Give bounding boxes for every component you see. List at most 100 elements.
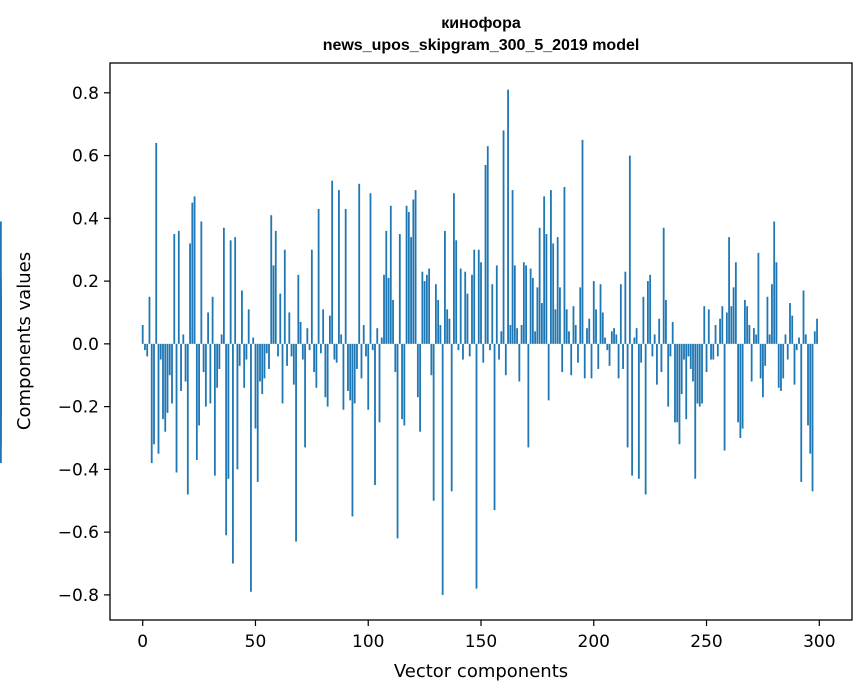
bar-294 — [804, 334, 807, 344]
bar-36 — [222, 227, 225, 344]
bar-7 — [157, 343, 160, 454]
bar-89 — [342, 343, 345, 410]
bar-97 — [360, 343, 363, 379]
bar-127 — [428, 268, 431, 344]
bar-2 — [146, 343, 149, 357]
bar-214 — [624, 271, 627, 344]
bar-181 — [550, 190, 552, 344]
bar-274 — [759, 343, 762, 379]
bar-41 — [234, 237, 237, 344]
bar-241 — [685, 343, 688, 420]
bar-189 — [568, 331, 570, 344]
bar-264 — [737, 343, 739, 423]
bar-48 — [250, 343, 252, 592]
bar-248 — [701, 343, 703, 404]
bar-177 — [540, 303, 543, 344]
bar-118 — [407, 212, 410, 344]
bar-211 — [617, 343, 620, 379]
bar-156 — [493, 343, 496, 511]
bar-83 — [328, 315, 331, 344]
bar-157 — [495, 265, 498, 344]
bar-144 — [466, 293, 469, 344]
bar-175 — [536, 287, 539, 344]
bar-35 — [220, 334, 223, 344]
bar-128 — [430, 343, 433, 376]
bar-70 — [299, 321, 302, 344]
y-tick-label: 0.4 — [72, 209, 99, 229]
bar-98 — [362, 325, 365, 344]
bar-246 — [696, 343, 699, 404]
bar-121 — [414, 190, 417, 344]
bar-153 — [486, 146, 489, 344]
bar-266 — [741, 343, 744, 429]
bar-225 — [649, 274, 652, 344]
bar-111 — [392, 299, 394, 344]
bar-39 — [229, 240, 232, 344]
bar-291 — [798, 337, 800, 344]
bar-113 — [396, 343, 399, 539]
bar-200 — [592, 281, 595, 344]
bar-147 — [473, 249, 476, 344]
bar-131 — [437, 299, 440, 344]
bar-95 — [356, 343, 358, 369]
bar-8 — [159, 343, 162, 360]
bar-160 — [502, 130, 505, 344]
bar-203 — [599, 284, 602, 344]
bar-297 — [811, 343, 814, 492]
bar-96 — [358, 183, 361, 344]
bar-124 — [421, 271, 424, 344]
bar-275 — [762, 343, 764, 398]
bar-208 — [610, 331, 613, 344]
bar-68 — [295, 343, 297, 542]
bar-258 — [723, 343, 726, 451]
bar-170 — [525, 265, 527, 344]
bar-69 — [297, 274, 300, 344]
bar-undefined — [0, 343, 2, 354]
bar-207 — [608, 343, 611, 366]
bar-22 — [191, 202, 194, 344]
bar-230 — [660, 343, 663, 373]
bar-100 — [367, 343, 370, 410]
bar-289 — [793, 343, 796, 385]
bar-119 — [410, 237, 412, 344]
bar-232 — [665, 299, 667, 344]
bar-146 — [471, 274, 473, 344]
bar-0 — [141, 325, 144, 344]
bar-undefined — [0, 309, 2, 344]
bar-61 — [279, 293, 282, 344]
bar-107 — [383, 274, 385, 344]
bar-182 — [552, 243, 555, 344]
bar-78 — [317, 208, 320, 344]
bar-116 — [403, 343, 406, 426]
bar-10 — [164, 343, 167, 432]
bar-260 — [728, 237, 730, 344]
bar-40 — [232, 343, 234, 564]
bar-163 — [509, 325, 512, 344]
bar-271 — [752, 328, 755, 344]
bar-85 — [333, 343, 336, 360]
bar-55 — [265, 343, 268, 354]
bar-155 — [491, 284, 494, 344]
bar-256 — [719, 318, 721, 344]
x-tick-label: 300 — [803, 632, 835, 652]
bar-138 — [453, 193, 455, 344]
bar-23 — [193, 196, 196, 344]
bar-172 — [529, 268, 532, 344]
bar-15 — [175, 343, 178, 473]
bar-206 — [606, 343, 609, 351]
bar-213 — [622, 343, 624, 369]
bar-278 — [768, 334, 771, 344]
bar-171 — [527, 343, 530, 448]
bar-280 — [773, 221, 776, 344]
bar-102 — [371, 343, 374, 351]
bar-60 — [277, 343, 279, 357]
bar-50 — [254, 343, 257, 429]
bar-161 — [504, 343, 507, 376]
bar-279 — [771, 284, 773, 344]
bar-229 — [658, 318, 661, 344]
bar-77 — [315, 343, 318, 388]
bar-46 — [245, 343, 248, 360]
bar-72 — [304, 343, 306, 448]
y-axis-label: Components values — [14, 252, 35, 430]
